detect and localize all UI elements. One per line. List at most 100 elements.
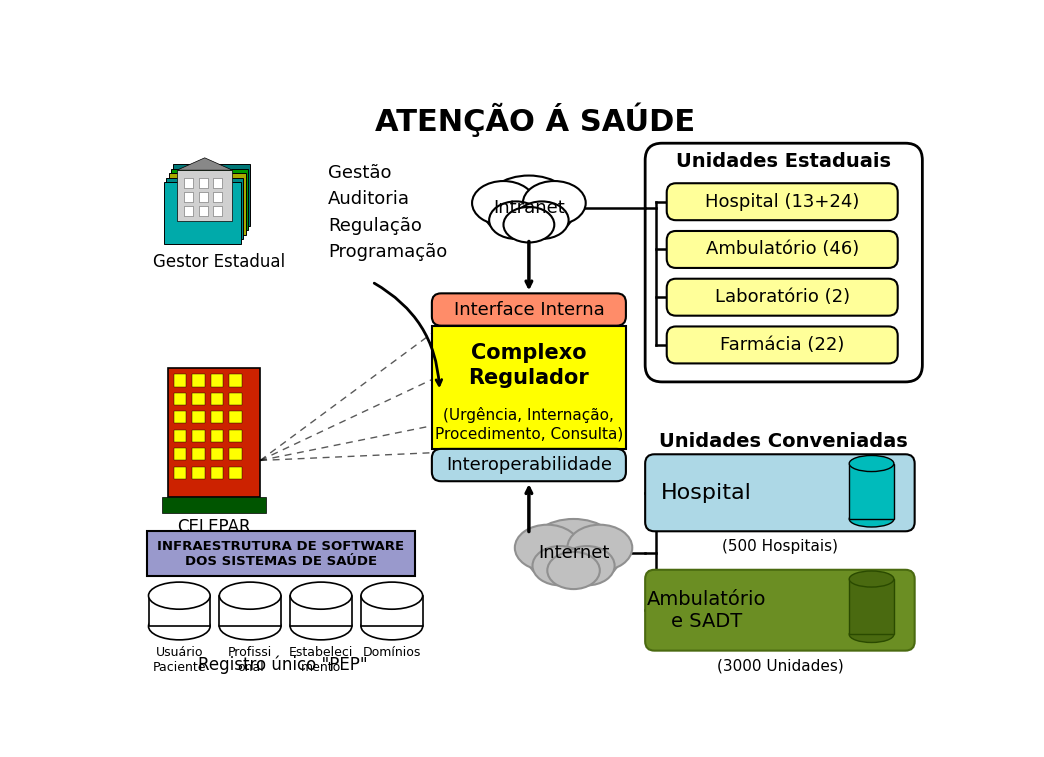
FancyBboxPatch shape — [432, 449, 626, 481]
Bar — [230, 448, 241, 460]
Bar — [174, 466, 186, 479]
Text: INFRAESTRUTURA DE SOFTWARE
DOS SISTEMAS DE SAÚDE: INFRAESTRUTURA DE SOFTWARE DOS SISTEMAS … — [158, 540, 404, 568]
FancyBboxPatch shape — [645, 570, 915, 650]
Bar — [211, 466, 223, 479]
Bar — [174, 393, 186, 405]
Ellipse shape — [490, 201, 543, 239]
Ellipse shape — [290, 582, 352, 609]
Bar — [290, 596, 352, 626]
Bar — [171, 169, 247, 230]
Text: Estabeleci
mento: Estabeleci mento — [289, 646, 353, 674]
Text: Farmácia (22): Farmácia (22) — [720, 336, 845, 354]
Text: Profissi
onal: Profissi onal — [228, 646, 272, 674]
Bar — [174, 411, 186, 423]
Bar — [174, 448, 186, 460]
Ellipse shape — [148, 582, 210, 609]
FancyBboxPatch shape — [667, 231, 898, 268]
Bar — [211, 411, 223, 423]
Text: Hospital (13+24): Hospital (13+24) — [705, 193, 859, 210]
Bar — [849, 463, 894, 519]
Bar — [177, 170, 233, 221]
Ellipse shape — [849, 511, 894, 527]
Text: Interoperabilidade: Interoperabilidade — [446, 456, 612, 474]
Bar — [184, 192, 193, 201]
Ellipse shape — [472, 181, 535, 225]
Bar — [361, 596, 423, 626]
Text: (3000 Unidades): (3000 Unidades) — [716, 659, 844, 674]
Bar — [174, 374, 186, 387]
Text: Intranet: Intranet — [493, 199, 565, 217]
Bar — [198, 178, 208, 188]
Text: Gestor Estadual: Gestor Estadual — [153, 253, 285, 270]
Bar — [192, 430, 205, 442]
Bar — [230, 430, 241, 442]
Ellipse shape — [849, 627, 894, 643]
Text: Usuário
Paciente: Usuário Paciente — [152, 646, 206, 674]
Ellipse shape — [547, 552, 600, 589]
Ellipse shape — [148, 612, 210, 640]
FancyBboxPatch shape — [667, 183, 898, 220]
Bar — [198, 206, 208, 216]
Bar — [184, 206, 193, 216]
Text: Gestão
Auditoria
Regulação
Programação: Gestão Auditoria Regulação Programação — [328, 164, 447, 261]
Bar — [849, 579, 894, 634]
Bar — [162, 497, 266, 512]
Bar — [184, 178, 193, 188]
FancyBboxPatch shape — [667, 326, 898, 363]
Text: Unidades Conveniadas: Unidades Conveniadas — [660, 431, 908, 450]
FancyBboxPatch shape — [645, 454, 915, 531]
Bar — [192, 393, 205, 405]
Text: Interface Interna: Interface Interna — [453, 301, 604, 319]
Bar — [164, 182, 241, 244]
Ellipse shape — [567, 525, 633, 571]
Ellipse shape — [560, 546, 615, 585]
Text: Domínios: Domínios — [362, 646, 421, 659]
Bar — [148, 596, 210, 626]
Bar — [230, 393, 241, 405]
Bar — [211, 374, 223, 387]
Text: Laboratório (2): Laboratório (2) — [715, 288, 850, 306]
FancyBboxPatch shape — [645, 143, 922, 382]
Text: (500 Hospitais): (500 Hospitais) — [721, 539, 838, 554]
FancyBboxPatch shape — [667, 279, 898, 316]
Text: Internet: Internet — [538, 544, 610, 562]
Text: Complexo
Regulador: Complexo Regulador — [469, 344, 589, 388]
Bar — [147, 531, 414, 576]
Ellipse shape — [515, 525, 579, 571]
Bar — [168, 368, 260, 497]
Bar — [192, 466, 205, 479]
Ellipse shape — [482, 176, 575, 240]
Bar — [432, 326, 626, 449]
Bar — [213, 206, 222, 216]
Ellipse shape — [219, 612, 281, 640]
Ellipse shape — [526, 519, 621, 587]
Text: Ambulatório
e SADT: Ambulatório e SADT — [647, 590, 766, 631]
Bar — [166, 178, 243, 239]
Bar — [192, 448, 205, 460]
Ellipse shape — [532, 546, 588, 585]
Bar — [230, 411, 241, 423]
Bar — [211, 448, 223, 460]
Bar — [230, 466, 241, 479]
Ellipse shape — [849, 456, 894, 472]
Ellipse shape — [361, 612, 423, 640]
Bar — [174, 430, 186, 442]
Bar — [192, 374, 205, 387]
Bar — [211, 430, 223, 442]
Ellipse shape — [523, 181, 586, 225]
Bar — [230, 374, 241, 387]
Bar — [173, 164, 251, 226]
Bar — [168, 173, 245, 235]
Text: ATENÇÃO Á SAÚDE: ATENÇÃO Á SAÚDE — [375, 103, 695, 137]
Text: Hospital: Hospital — [661, 483, 752, 503]
Text: Ambulatório (46): Ambulatório (46) — [706, 241, 859, 258]
Ellipse shape — [849, 571, 894, 587]
Bar — [192, 411, 205, 423]
Ellipse shape — [290, 612, 352, 640]
Ellipse shape — [503, 207, 554, 242]
Ellipse shape — [219, 582, 281, 609]
Text: Unidades Estaduais: Unidades Estaduais — [677, 152, 892, 171]
Bar — [198, 192, 208, 201]
Bar — [211, 393, 223, 405]
Text: (Urgência, Internação,
Procedimento, Consulta): (Urgência, Internação, Procedimento, Con… — [434, 407, 623, 441]
